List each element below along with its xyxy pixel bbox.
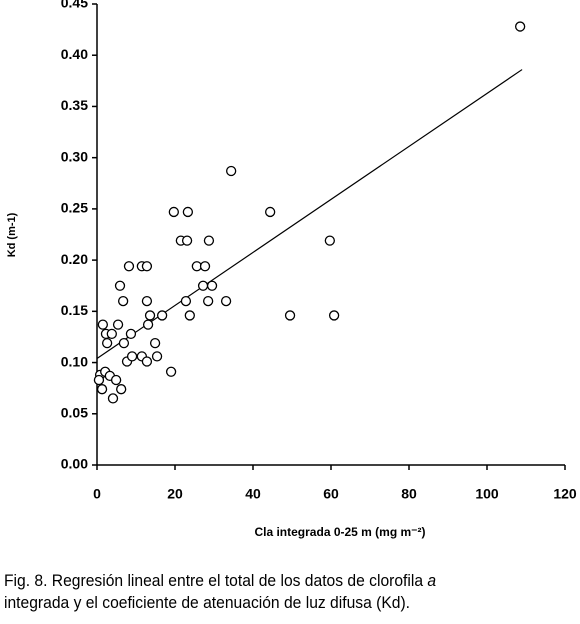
point <box>123 261 135 272</box>
y-tick-label: 0.25 <box>61 200 88 216</box>
y-tick-label: 0.40 <box>61 46 88 62</box>
point <box>165 366 177 377</box>
point <box>93 374 105 386</box>
x-axis-label: Cla integrada 0-25 m (mg m⁻²) <box>254 525 425 539</box>
caption-text: Fig. 8. Regresión lineal entre el total … <box>4 571 424 590</box>
point <box>106 328 117 340</box>
point <box>110 374 122 386</box>
caption: Fig. 8. Regresión lineal entre el total … <box>4 570 534 614</box>
point <box>101 337 113 349</box>
point <box>141 295 153 307</box>
point <box>226 165 237 177</box>
point <box>97 319 108 330</box>
x-tick-label: 40 <box>245 486 261 502</box>
point <box>284 310 296 321</box>
point <box>117 295 129 307</box>
point <box>156 310 168 321</box>
point <box>515 21 526 32</box>
point <box>141 356 153 367</box>
point <box>107 393 119 404</box>
point <box>118 337 130 349</box>
caption-text: a <box>427 571 437 590</box>
y-tick-label: 0.10 <box>61 353 88 369</box>
chart: Kd (m-1) Cla integrada 0-25 m (mg m⁻²) 0… <box>6 0 577 539</box>
point <box>96 384 108 395</box>
x-tick-label: 100 <box>475 486 499 502</box>
point <box>149 337 161 349</box>
point <box>328 310 340 321</box>
x-tick-label: 120 <box>553 486 577 502</box>
point <box>199 261 211 272</box>
y-tick-label: 0.45 <box>61 0 88 11</box>
point <box>182 206 194 218</box>
y-tick-label: 0.00 <box>61 456 88 472</box>
point <box>265 206 276 218</box>
point <box>181 235 193 246</box>
regression-line <box>96 69 523 359</box>
y-axis-label: Kd (m-1) <box>6 212 18 257</box>
point <box>220 295 232 307</box>
point <box>125 328 137 340</box>
point <box>203 235 215 246</box>
x-tick-label: 60 <box>323 486 339 502</box>
point <box>202 295 214 307</box>
point <box>206 280 218 291</box>
caption-text: integrada y el coeficiente de atenuación… <box>4 593 411 612</box>
point <box>142 319 154 330</box>
y-tick-label: 0.20 <box>61 251 88 267</box>
y-tick-label: 0.30 <box>61 148 88 164</box>
point <box>116 384 127 395</box>
y-tick-label: 0.05 <box>61 404 88 420</box>
point <box>144 310 156 321</box>
point <box>112 319 124 330</box>
point <box>197 280 209 291</box>
point <box>126 351 138 362</box>
point <box>114 280 126 291</box>
point <box>184 310 195 321</box>
point <box>180 295 192 307</box>
y-tick-label: 0.35 <box>61 97 88 113</box>
x-tick-label: 20 <box>167 486 183 502</box>
point <box>324 235 335 246</box>
x-tick-label: 0 <box>93 486 101 502</box>
x-tick-label: 80 <box>401 486 417 502</box>
point <box>168 206 179 218</box>
point <box>141 261 153 272</box>
point <box>151 351 163 362</box>
y-tick-label: 0.15 <box>61 302 88 318</box>
